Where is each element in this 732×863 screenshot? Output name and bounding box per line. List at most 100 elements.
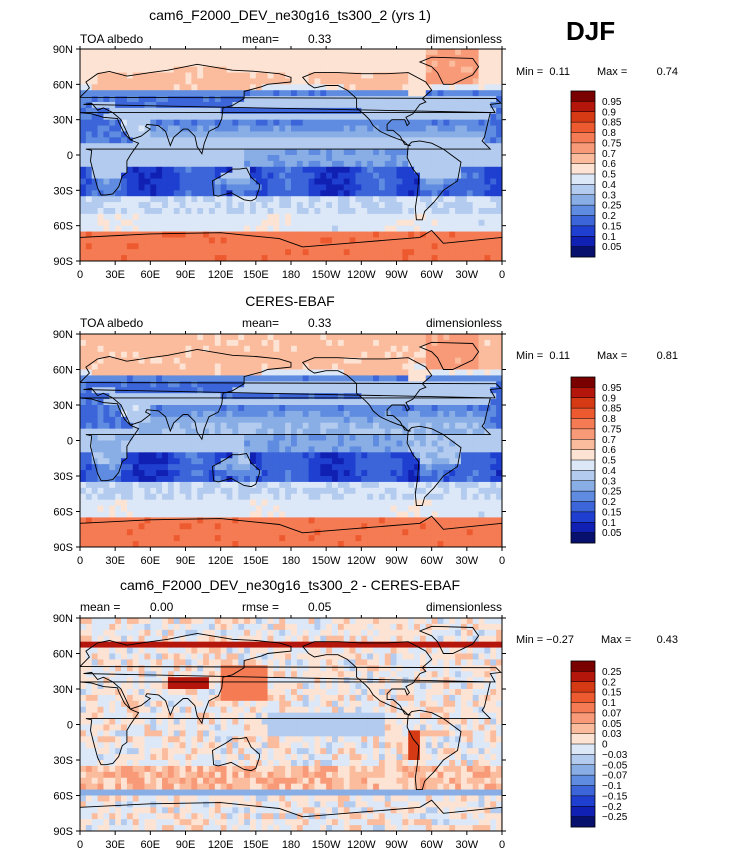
map-cell xyxy=(162,517,168,523)
map-cell xyxy=(350,102,356,108)
map-cell xyxy=(379,184,385,190)
map-cell xyxy=(496,411,502,417)
map-cell xyxy=(180,220,186,226)
map-cell xyxy=(150,364,156,370)
map-cell xyxy=(490,208,496,214)
map-cell xyxy=(332,67,338,73)
map-cell xyxy=(402,167,408,173)
map-cell xyxy=(168,255,174,261)
map-cell xyxy=(367,488,373,494)
map-cell xyxy=(309,446,315,452)
map-cell xyxy=(156,84,162,90)
colorbar-swatch xyxy=(571,184,595,195)
map-cell xyxy=(438,346,444,352)
map-cell xyxy=(238,470,244,476)
map-cell xyxy=(180,506,186,512)
map-cell xyxy=(473,381,479,387)
map-cell xyxy=(156,387,162,393)
map-cell xyxy=(449,482,455,488)
map-cell xyxy=(373,375,379,381)
map-cell xyxy=(139,49,145,55)
map-cell xyxy=(379,196,385,202)
map-cell xyxy=(326,423,332,429)
map-cell xyxy=(379,375,385,381)
map-cell xyxy=(92,202,98,208)
field-label: TOA albedo xyxy=(80,316,143,330)
map-cell xyxy=(314,61,320,67)
map-cell xyxy=(162,482,168,488)
colorbar-swatch xyxy=(571,247,595,258)
map-cell xyxy=(209,334,215,340)
map-cell xyxy=(309,387,315,393)
map-cell xyxy=(279,488,285,494)
map-cell xyxy=(443,232,449,238)
map-cell xyxy=(273,482,279,488)
map-cell xyxy=(115,476,121,482)
map-cell xyxy=(355,476,361,482)
map-cell xyxy=(338,114,344,120)
map-cell xyxy=(227,155,233,161)
map-cell xyxy=(443,370,449,376)
map-cell xyxy=(443,476,449,482)
map-cell xyxy=(139,137,145,143)
map-cell xyxy=(314,208,320,214)
map-cell xyxy=(191,470,197,476)
map-cell xyxy=(268,102,274,108)
map-cell xyxy=(186,90,192,96)
map-cell xyxy=(227,435,233,441)
map-cell xyxy=(455,506,461,512)
map-cell xyxy=(103,249,109,255)
map-cell xyxy=(449,352,455,358)
map-cell xyxy=(238,214,244,220)
map-cell xyxy=(273,494,279,500)
map-cell xyxy=(250,506,256,512)
map-cell xyxy=(361,208,367,214)
map-cell xyxy=(133,482,139,488)
map-cell xyxy=(455,184,461,190)
map-cell xyxy=(320,482,326,488)
map-cell xyxy=(244,334,250,340)
map-cell xyxy=(414,500,420,506)
map-cell xyxy=(397,446,403,452)
map-cell xyxy=(150,488,156,494)
map-cell xyxy=(432,114,438,120)
map-cell xyxy=(291,90,297,96)
map-cell xyxy=(115,506,121,512)
map-cell xyxy=(133,364,139,370)
map-cell xyxy=(227,232,233,238)
map-cell xyxy=(256,417,262,423)
map-cell xyxy=(361,49,367,55)
map-cell xyxy=(209,49,215,55)
map-cell xyxy=(98,161,104,167)
map-cell xyxy=(221,143,227,149)
map-cell xyxy=(309,61,315,67)
map-cell xyxy=(203,375,209,381)
map-cell xyxy=(338,96,344,102)
map-cell xyxy=(174,399,180,405)
map-cell xyxy=(379,512,385,518)
map-cell xyxy=(373,506,379,512)
map-cell xyxy=(414,184,420,190)
map-cell xyxy=(232,49,238,55)
map-cell xyxy=(150,387,156,393)
map-cell xyxy=(397,243,403,249)
x-tick-label: 90E xyxy=(176,269,196,281)
map-cell xyxy=(467,149,473,155)
map-cell xyxy=(309,476,315,482)
map-cell xyxy=(285,179,291,185)
map-cell xyxy=(238,237,244,243)
map-cell xyxy=(332,78,338,84)
map-cell xyxy=(103,370,109,376)
map-cell xyxy=(268,375,274,381)
map-cell xyxy=(373,102,379,108)
map-cell xyxy=(127,470,133,476)
map-cell xyxy=(496,208,502,214)
map-cell xyxy=(402,494,408,500)
map-cell xyxy=(121,137,127,143)
map-cell xyxy=(174,364,180,370)
map-cell xyxy=(408,131,414,137)
map-cell xyxy=(402,488,408,494)
map-cell xyxy=(496,340,502,346)
map-cell xyxy=(156,340,162,346)
map-cell xyxy=(326,155,332,161)
